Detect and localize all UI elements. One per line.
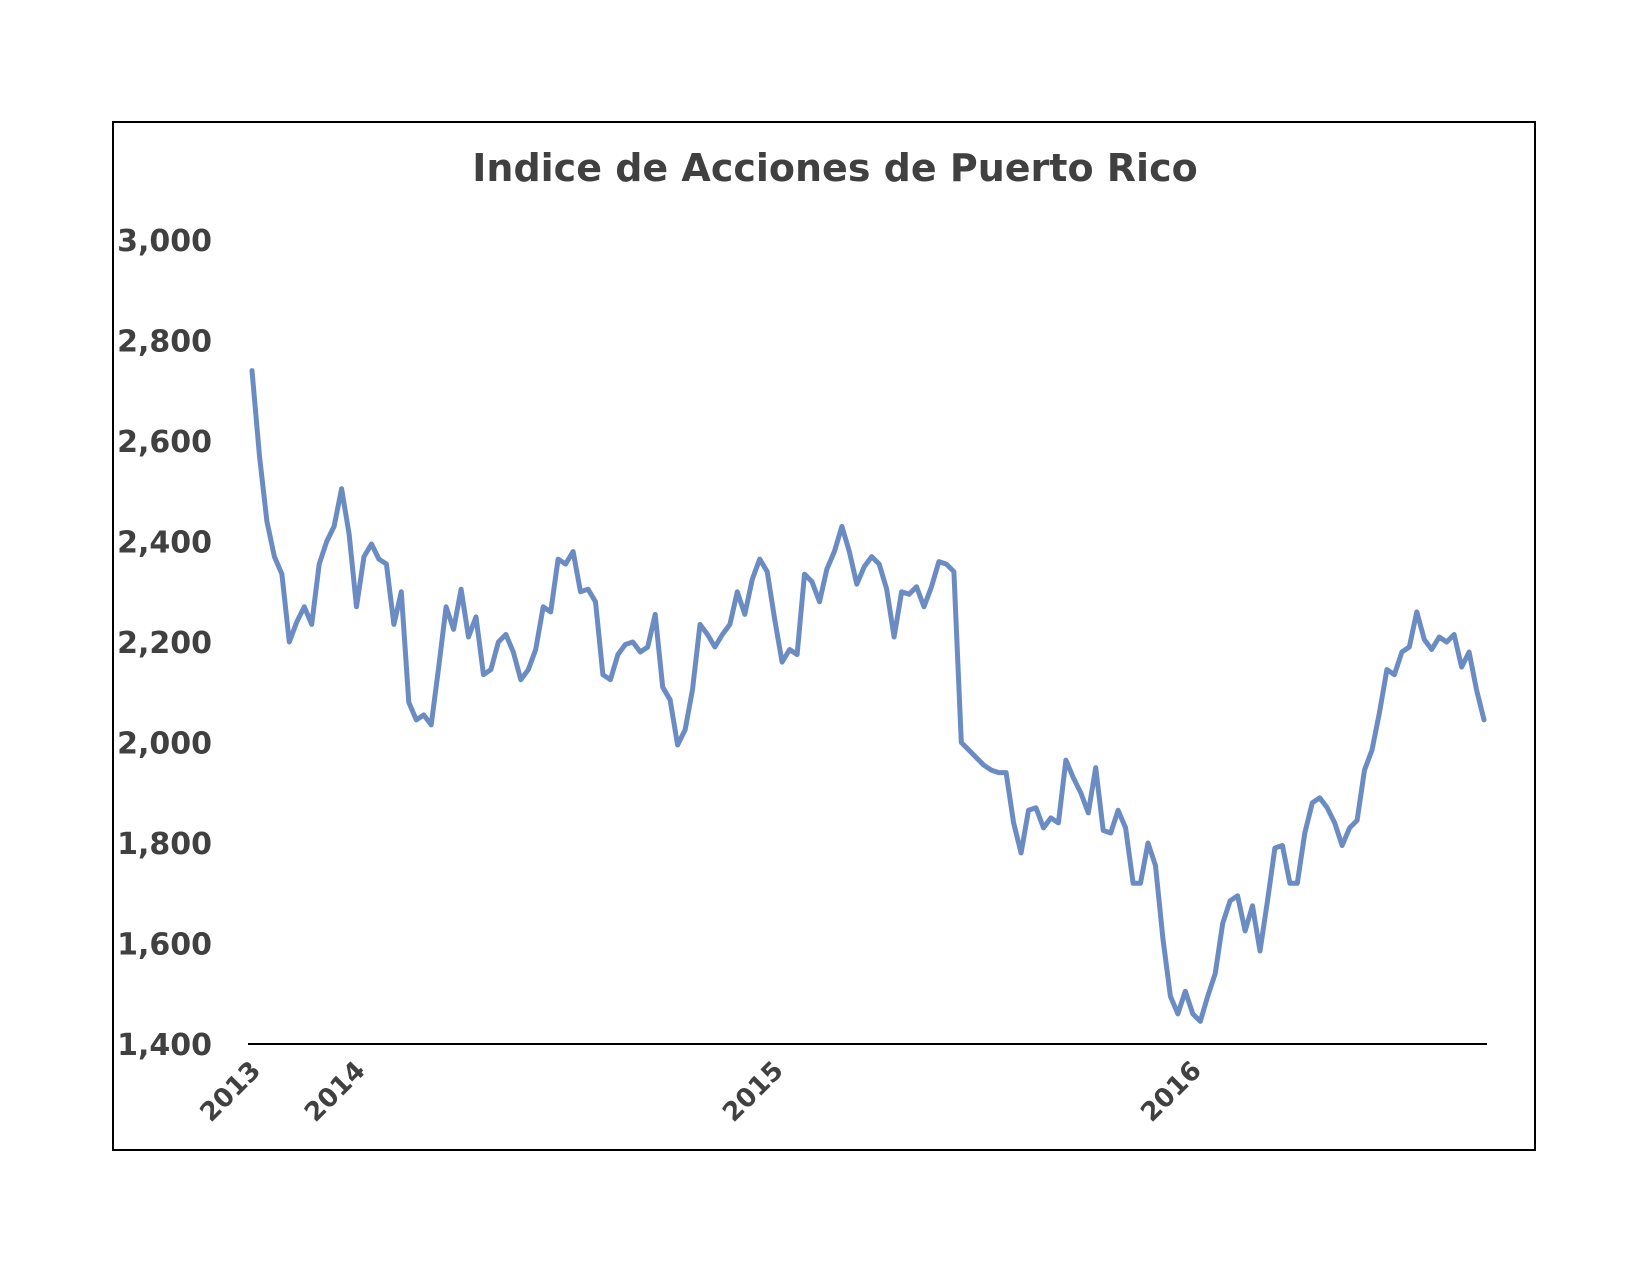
y-tick-label: 1,800 bbox=[117, 827, 212, 862]
x-tick-label: 2014 bbox=[299, 1056, 371, 1128]
chart-title: Indice de Acciones de Puerto Rico bbox=[472, 146, 1198, 190]
y-tick-label: 3,000 bbox=[117, 224, 212, 259]
x-tick-label: 2013 bbox=[195, 1056, 267, 1128]
series-line bbox=[249, 368, 1487, 1024]
x-tick-label: 2016 bbox=[1135, 1056, 1207, 1128]
y-tick-label: 2,400 bbox=[117, 526, 212, 561]
x-axis-ticks: 2013 2014 2015 2016 bbox=[195, 1056, 1208, 1128]
y-tick-label: 2,000 bbox=[117, 727, 212, 762]
y-tick-label: 2,600 bbox=[117, 425, 212, 460]
y-tick-label: 2,800 bbox=[117, 325, 212, 360]
y-axis-ticks: 1,400 1,600 1,800 2,000 2,200 2,400 2,600 2,800… bbox=[117, 224, 212, 1063]
chart-frame bbox=[112, 121, 1536, 1151]
x-tick-label: 2015 bbox=[717, 1056, 789, 1128]
y-tick-label: 2,200 bbox=[117, 626, 212, 661]
y-tick-label: 1,400 bbox=[117, 1028, 212, 1063]
y-tick-label: 1,600 bbox=[117, 928, 212, 963]
